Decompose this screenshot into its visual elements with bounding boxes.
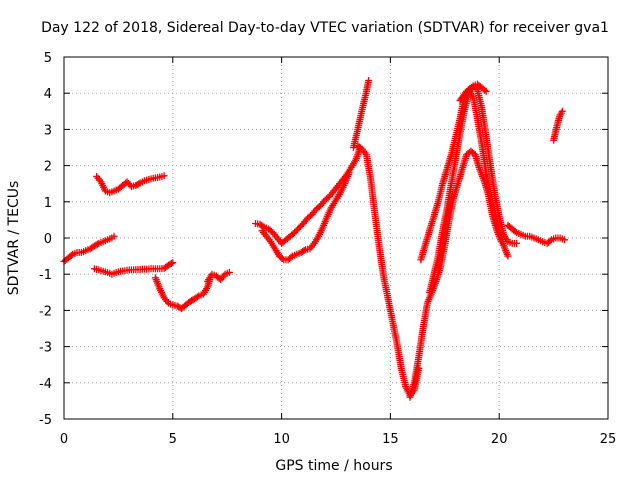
data-point xyxy=(287,253,295,261)
x-tick-label: 5 xyxy=(169,432,177,447)
data-points xyxy=(60,77,568,401)
data-point xyxy=(169,259,177,267)
data-point xyxy=(135,180,143,188)
x-tick-label: 0 xyxy=(60,432,68,447)
data-point xyxy=(365,77,373,85)
data-point xyxy=(504,252,512,260)
y-tick-label: 4 xyxy=(44,87,52,102)
y-tick-label: -3 xyxy=(39,341,52,356)
y-tick-label: 3 xyxy=(44,123,52,138)
x-tick-label: 10 xyxy=(273,432,290,447)
y-axis-label: SDTVAR / TECUs xyxy=(6,181,22,296)
x-tick-label: 15 xyxy=(382,432,399,447)
plot-frame xyxy=(63,56,609,420)
y-tick-label: -2 xyxy=(39,304,52,319)
data-point xyxy=(193,293,201,301)
y-tick-label: 5 xyxy=(44,51,52,66)
data-point xyxy=(546,237,554,245)
data-point xyxy=(67,251,75,259)
x-tick-label: 20 xyxy=(491,432,508,447)
data-point xyxy=(345,169,353,177)
y-tick-label: -4 xyxy=(39,377,52,392)
y-tick-label: 0 xyxy=(44,232,52,247)
x-tick-label: 25 xyxy=(600,432,617,447)
data-point xyxy=(225,268,233,276)
data-point xyxy=(278,255,286,263)
data-point xyxy=(160,172,168,180)
y-tick-label: -5 xyxy=(39,413,52,428)
data-point xyxy=(482,87,490,95)
data-point xyxy=(467,83,475,91)
y-tick-label: -1 xyxy=(39,268,52,283)
x-axis-label: GPS time / hours xyxy=(275,458,392,474)
data-point xyxy=(560,236,568,244)
y-tick-label: 1 xyxy=(44,196,52,211)
y-tick-label: 2 xyxy=(44,160,52,175)
chart-title: Day 122 of 2018, Sidereal Day-to-day VTE… xyxy=(41,20,609,36)
data-point xyxy=(110,232,118,240)
data-point xyxy=(259,222,267,230)
data-point xyxy=(167,259,175,267)
data-point xyxy=(481,86,489,94)
data-point xyxy=(511,227,519,235)
data-point xyxy=(558,107,566,115)
data-point xyxy=(300,247,308,255)
data-point xyxy=(93,240,101,248)
data-point xyxy=(513,239,521,247)
